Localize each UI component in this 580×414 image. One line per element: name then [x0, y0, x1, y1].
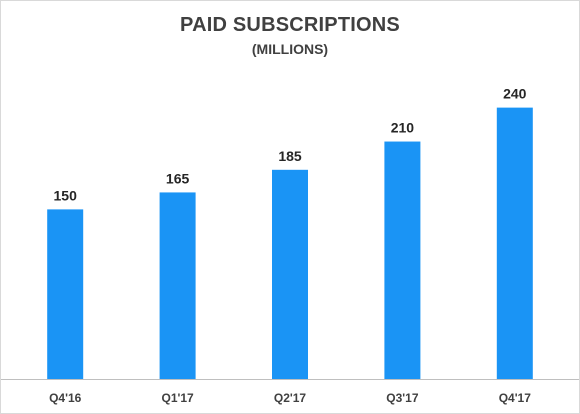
value-label-group: 150 165 185 210 240 [54, 86, 527, 204]
x-tick-label-0: Q4'16 [49, 391, 82, 405]
bar-3 [384, 141, 421, 379]
bar-4 [496, 107, 533, 379]
chart-title: PAID SUBSCRIPTIONS [180, 14, 400, 36]
chart-subtitle: (MILLIONS) [251, 41, 329, 57]
bar-value-label-4: 240 [503, 86, 527, 102]
bar-value-label-0: 150 [54, 187, 78, 203]
bar-value-label-1: 165 [166, 170, 190, 186]
x-tick-label-1: Q1'17 [161, 391, 194, 405]
x-tick-label-3: Q3'17 [386, 391, 419, 405]
x-tick-label-group: Q4'16 Q1'17 Q2'17 Q3'17 Q4'17 [49, 391, 531, 405]
x-tick-label-2: Q2'17 [274, 391, 307, 405]
bar-2 [272, 169, 308, 379]
bar-0 [47, 209, 84, 379]
bar-value-label-2: 185 [278, 148, 302, 164]
x-tick-label-4: Q4'17 [499, 391, 532, 405]
bar-group [47, 107, 533, 379]
bar-1 [159, 192, 196, 379]
bar-value-label-3: 210 [391, 120, 415, 136]
